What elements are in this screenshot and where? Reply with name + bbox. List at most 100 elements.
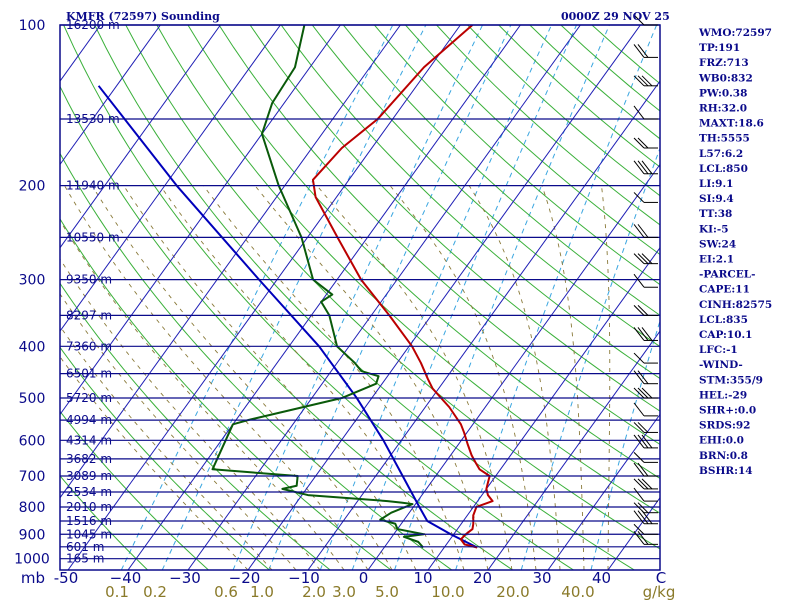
- wind-barb-flag: [633, 192, 645, 203]
- height-label: 9350 m: [66, 273, 112, 287]
- mixing-ratio-label: 3.0: [332, 583, 356, 600]
- chart-grid: [59, 24, 661, 571]
- wind-barb-flag: [633, 452, 645, 463]
- index-line: TT:38: [699, 208, 732, 220]
- dry-adiabat: [63, 25, 574, 570]
- dry-adiabat: [342, 25, 660, 316]
- moist-adiabat: [60, 219, 345, 570]
- isotherm: [127, 25, 521, 570]
- height-label: 165 m: [66, 552, 104, 566]
- wind-barb-flag: [633, 14, 645, 26]
- dry-adiabat: [591, 25, 660, 85]
- dry-adiabat: [280, 25, 660, 380]
- index-line: EI:2.1: [699, 254, 734, 266]
- wind-barb-flag: [633, 434, 645, 449]
- wind-barb-flag: [637, 44, 649, 58]
- wind-barb-flag: [633, 253, 645, 264]
- mixing-ratio-label: 5.0: [375, 583, 399, 600]
- chart-datetime: 0000Z 29 NOV 25: [561, 10, 670, 23]
- moist-adiabat: [541, 185, 585, 570]
- wind-barb-flag: [637, 224, 649, 238]
- wind-barb-flag: [637, 253, 649, 264]
- dry-adiabat: [249, 25, 660, 412]
- dry-adiabat: [60, 410, 209, 570]
- mixing-ratio-unit: g/kg: [643, 583, 676, 600]
- index-line: RH:32.0: [699, 103, 747, 115]
- wind-barb-flag: [633, 531, 645, 545]
- wind-barb-flag: [633, 387, 645, 399]
- wind-barb-flag: [641, 75, 653, 87]
- height-label: 2534 m: [66, 485, 112, 499]
- isotherm: [307, 80, 660, 570]
- moist-adiabat: [254, 185, 489, 570]
- isotherm: [60, 25, 401, 499]
- wind-barb-flag: [637, 305, 649, 316]
- height-label: 13530 m: [66, 112, 120, 126]
- temp-tick-label: 40: [592, 569, 611, 587]
- height-label: 11940 m: [66, 179, 120, 193]
- wind-barb-flag: [633, 327, 645, 341]
- index-line: LI:9.1: [699, 178, 733, 190]
- wind-barb-flag: [637, 137, 649, 149]
- dry-adiabat: [125, 25, 660, 550]
- pressure-label: 600: [19, 433, 46, 449]
- wind-barb-flag: [641, 478, 653, 490]
- height-label: 2010 m: [66, 500, 112, 514]
- plot-frame: [59, 24, 661, 571]
- plot-area: [60, 25, 660, 570]
- mixing-ratio-label: 40.0: [561, 583, 594, 600]
- wind-barb-flag: [633, 487, 645, 502]
- height-label: 5720 m: [66, 391, 112, 405]
- temp-tick-label: -50: [54, 569, 79, 587]
- wind-barb-flag: [633, 352, 645, 364]
- mixing-ratio-label: 1.0: [250, 583, 274, 600]
- mixing-ratio-label: 0.6: [214, 583, 238, 600]
- pressure-label: 800: [19, 500, 46, 516]
- moist-adiabat: [601, 185, 611, 570]
- height-label: 16200 m: [66, 18, 120, 32]
- index-line: MAXT:18.6: [699, 118, 764, 130]
- height-label: 10550 m: [66, 230, 120, 244]
- index-line: SRDS:92: [699, 420, 751, 432]
- wind-barb-flag: [637, 502, 649, 514]
- index-line: EHI:0.0: [699, 435, 744, 447]
- dry-adiabat: [498, 25, 660, 168]
- isotherm: [427, 246, 660, 570]
- pressure-label: 100: [19, 18, 46, 34]
- index-line: CINH:82575: [699, 299, 772, 311]
- moist-adiabat: [316, 185, 513, 570]
- index-line: -WIND-: [699, 359, 743, 371]
- height-label: 1516 m: [66, 514, 112, 528]
- height-label: 3089 m: [66, 469, 112, 483]
- dry-adiabat: [405, 25, 660, 256]
- index-line: TP:191: [699, 42, 740, 54]
- wind-barb-flag: [633, 273, 645, 288]
- wind-barb-flag: [633, 75, 645, 87]
- temp-axis-unit: mb: [21, 569, 45, 587]
- moist-adiabat: [60, 258, 321, 570]
- moist-adiabat: [123, 185, 417, 570]
- isotherm: [547, 413, 660, 570]
- wind-barb-flag: [637, 478, 649, 490]
- wind-barb-flag: [637, 75, 649, 87]
- isotherm: [487, 330, 660, 570]
- wind-barb-flag: [637, 434, 649, 449]
- index-line: FRZ:713: [699, 57, 749, 69]
- height-label: 4994 m: [66, 413, 112, 427]
- wind-barb-flag: [641, 327, 653, 341]
- pressure-label: 400: [19, 339, 46, 355]
- dry-adiabat: [60, 282, 331, 570]
- wind-barb-flag: [637, 370, 649, 384]
- wind-barb-flag: [633, 305, 645, 316]
- height-label: 3682 m: [66, 452, 112, 466]
- temp-tick-label: −20: [229, 569, 261, 587]
- wind-barb-flag: [633, 160, 645, 175]
- index-line: LCL:850: [699, 163, 748, 175]
- pressure-label: 1000: [14, 552, 50, 568]
- dry-adiabat: [529, 25, 660, 140]
- height-label: 7360 m: [66, 339, 112, 353]
- wind-barb-flag: [633, 137, 645, 149]
- dry-adiabat: [60, 152, 453, 570]
- index-line: SW:24: [699, 238, 736, 250]
